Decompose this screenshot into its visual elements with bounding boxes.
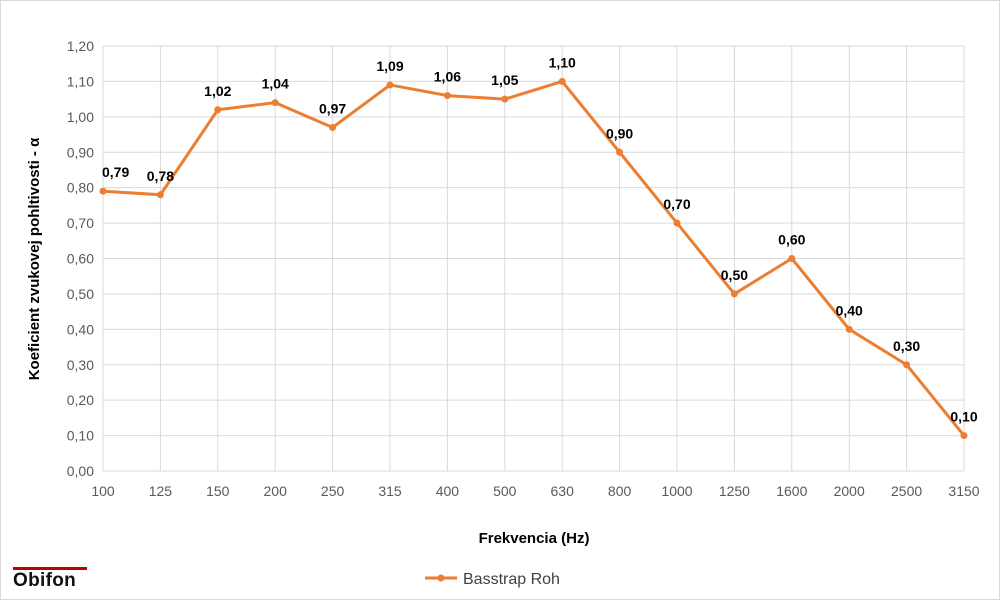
data-point xyxy=(99,187,107,195)
grid-lines xyxy=(102,45,965,472)
logo-text: Obifon xyxy=(13,570,77,591)
y-axis-ticks: 0,00 0,10 0,20 0,30 0,40 0,50 0,60 0,70 0,80 0,90… xyxy=(67,38,94,479)
x-tick-label: 250 xyxy=(321,483,345,499)
data-label: 1,06 xyxy=(434,69,461,85)
logo-accent-bar xyxy=(13,567,87,570)
data-label: 0,40 xyxy=(836,302,863,318)
y-tick-label: 0,70 xyxy=(67,215,94,231)
y-tick-label: 1,00 xyxy=(67,109,94,125)
x-axis-title: Frekvencia (Hz) xyxy=(479,530,590,547)
data-label: 1,10 xyxy=(549,54,576,70)
data-label: 0,10 xyxy=(950,409,977,425)
data-label: 1,02 xyxy=(204,83,231,99)
x-tick-label: 1000 xyxy=(661,483,692,499)
data-label: 0,50 xyxy=(721,267,748,283)
y-tick-label: 0,30 xyxy=(67,357,94,373)
x-tick-label: 3150 xyxy=(948,483,979,499)
y-tick-label: 1,20 xyxy=(67,38,94,54)
data-label: 0,97 xyxy=(319,100,346,116)
x-tick-label: 1250 xyxy=(719,483,750,499)
data-point xyxy=(788,255,796,262)
x-tick-label: 500 xyxy=(493,483,517,499)
data-label: 0,60 xyxy=(778,232,805,248)
data-point xyxy=(845,325,853,333)
data-point xyxy=(443,92,451,100)
series-line xyxy=(102,79,966,437)
x-tick-label: 315 xyxy=(378,483,402,499)
legend: Basstrap Roh xyxy=(425,571,560,588)
x-tick-label: 630 xyxy=(551,483,575,499)
series-basstrap-roh xyxy=(99,77,968,440)
data-label: 0,78 xyxy=(147,168,174,184)
data-label: 0,30 xyxy=(893,338,920,354)
y-tick-label: 0,00 xyxy=(67,463,94,479)
data-point xyxy=(329,123,337,131)
data-label: 1,04 xyxy=(262,76,289,92)
x-tick-label: 150 xyxy=(206,483,230,499)
legend-entry-basstrap-roh: Basstrap Roh xyxy=(463,571,560,588)
data-point xyxy=(730,290,738,298)
data-point xyxy=(673,219,681,227)
data-label: 0,70 xyxy=(663,196,690,212)
data-point xyxy=(214,106,222,114)
data-point xyxy=(386,81,394,89)
y-axis-title: Koeficient zvukovej pohltivosti - α xyxy=(26,137,43,380)
x-tick-label: 100 xyxy=(91,483,115,499)
data-label: 1,09 xyxy=(376,58,403,74)
data-point xyxy=(903,361,911,369)
data-point xyxy=(558,77,566,85)
x-tick-label: 800 xyxy=(608,483,632,499)
y-tick-label: 0,20 xyxy=(67,392,94,408)
data-labels: 0,79 0,78 1,02 1,04 0,97 1,09 1,06 1,05 1,10 0,90… xyxy=(102,54,978,424)
data-label: 0,79 xyxy=(102,164,129,180)
y-tick-label: 0,80 xyxy=(67,180,94,196)
x-tick-label: 2000 xyxy=(834,483,865,499)
y-tick-label: 1,10 xyxy=(67,73,94,89)
x-tick-label: 125 xyxy=(149,483,173,499)
x-tick-label: 400 xyxy=(436,483,460,499)
x-tick-label: 2500 xyxy=(891,483,922,499)
y-tick-label: 0,50 xyxy=(67,286,94,302)
data-point xyxy=(501,95,509,103)
data-point xyxy=(960,432,968,440)
legend-point-marker xyxy=(437,574,445,582)
x-tick-label: 1600 xyxy=(776,483,807,499)
x-tick-label: 200 xyxy=(264,483,288,499)
y-tick-label: 0,60 xyxy=(67,251,94,267)
data-label: 1,05 xyxy=(491,72,518,88)
data-point xyxy=(271,99,279,107)
x-axis-ticks: 100 125 150 200 250 315 400 500 630 800 1000 1250 16… xyxy=(91,483,979,499)
data-label: 0,90 xyxy=(606,125,633,141)
data-point xyxy=(156,191,164,199)
y-tick-label: 0,40 xyxy=(67,321,94,337)
y-tick-label: 0,10 xyxy=(67,428,94,444)
y-tick-label: 0,90 xyxy=(67,144,94,160)
data-point xyxy=(616,148,624,156)
